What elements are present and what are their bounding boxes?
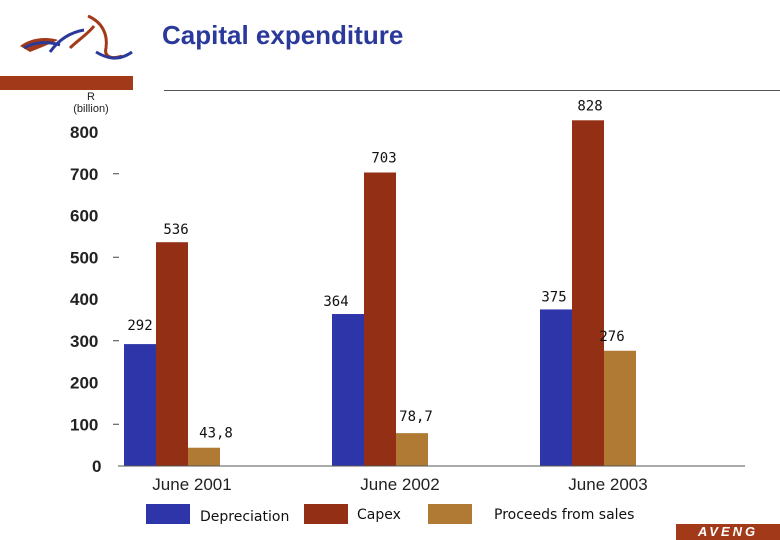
data-label-depreciation-2: 364 <box>323 294 348 310</box>
y-axis-unit-currency: R <box>87 91 95 103</box>
footer-brand-bar <box>676 524 780 540</box>
data-label-capex-3: 828 <box>577 98 602 114</box>
x-category-label-2: June 2002 <box>360 475 439 494</box>
y-tick-label-500: 500 <box>70 248 98 267</box>
header-accent-bar <box>0 76 133 90</box>
legend-label-capex: Capex <box>357 507 401 523</box>
legend-swatch-depreciation <box>146 504 190 524</box>
bar-capex-3 <box>572 120 604 466</box>
data-label-proceeds-2: 78,7 <box>399 409 433 425</box>
y-axis: 0 100 200 300 400 500 600 700 800 <box>70 123 119 476</box>
y-axis-unit: R (billion) <box>60 91 122 115</box>
data-label-depreciation-1: 292 <box>127 318 152 334</box>
page-title: Capital expenditure <box>162 20 404 50</box>
bar-proceeds-2 <box>396 433 428 466</box>
y-tick-label-300: 300 <box>70 332 98 351</box>
x-category-label-1: June 2001 <box>152 475 231 494</box>
bar-proceeds-3 <box>604 350 636 466</box>
y-tick-label-100: 100 <box>70 415 98 434</box>
bar-depreciation-3 <box>540 309 572 466</box>
bar-proceeds-1 <box>188 447 220 466</box>
legend-swatch-capex <box>304 504 348 524</box>
bar-depreciation-1 <box>124 344 156 466</box>
x-axis-categories: June 2001 June 2002 June 2003 <box>152 475 647 494</box>
y-axis-unit-scale: (billion) <box>73 103 109 115</box>
legend-swatch-proceeds <box>428 504 472 524</box>
y-tick-label-400: 400 <box>70 290 98 309</box>
data-labels: 292 536 43,8 364 703 78,7 375 828 276 <box>127 98 624 441</box>
bar-series <box>124 120 636 466</box>
data-label-proceeds-1: 43,8 <box>199 426 233 442</box>
y-tick-label-600: 600 <box>70 207 98 226</box>
y-tick-label-0: 0 <box>92 457 101 476</box>
brand-name: AVENG <box>697 524 759 539</box>
bar-depreciation-2 <box>332 314 364 466</box>
data-label-capex-2: 703 <box>371 150 396 166</box>
legend-label-proceeds: Proceeds from sales <box>494 507 635 523</box>
company-logo <box>20 14 133 60</box>
data-label-proceeds-3: 276 <box>599 329 624 345</box>
bar-capex-2 <box>364 172 396 466</box>
legend-label-depreciation: Depreciation <box>200 509 290 525</box>
data-label-depreciation-3: 375 <box>541 289 566 305</box>
y-tick-label-800: 800 <box>70 123 98 142</box>
x-category-label-3: June 2003 <box>568 475 647 494</box>
y-tick-label-700: 700 <box>70 165 98 184</box>
bar-capex-1 <box>156 242 188 466</box>
header-divider <box>164 90 780 91</box>
data-label-capex-1: 536 <box>163 222 188 238</box>
y-tick-label-200: 200 <box>70 374 98 393</box>
